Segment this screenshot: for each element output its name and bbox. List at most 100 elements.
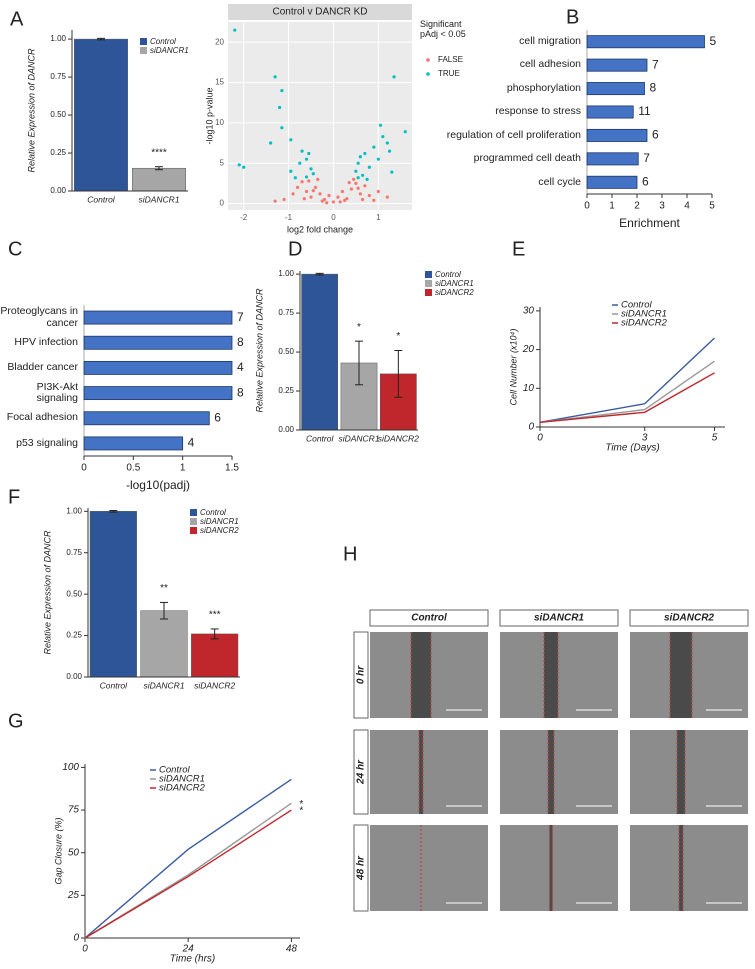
x-tick-label: 1 [180,463,186,474]
count-label: 8 [237,385,244,399]
count-label: 8 [237,335,244,349]
legend-label: siDANCR2 [621,318,668,329]
point [309,195,313,199]
category-label-box: cell migration [519,34,581,47]
point [322,197,327,202]
category-label: cell migration [519,34,581,47]
bar [83,310,233,325]
column-header-box [369,609,489,627]
y-axis-label: Cell Number (x10⁴) [508,329,518,406]
point [307,151,311,156]
count-label: 6 [652,128,659,142]
legend-swatch [190,527,197,534]
y-tick-label: 0.00 [50,186,66,195]
point [280,88,284,93]
x-tick-label: 3 [642,433,648,444]
point [237,163,241,167]
x-tick-label: 1 [376,213,381,222]
point [313,185,318,190]
point [403,130,407,134]
point [304,157,309,161]
bar [301,273,339,431]
point [280,126,284,130]
count-label: 8 [650,81,657,95]
x-tick-label: 0 [331,213,336,222]
y-tick-label: 1.00 [278,269,294,278]
x-tick-label: 0 [537,433,543,444]
title-strip [228,4,412,20]
micrograph [500,825,618,911]
column-header: siDANCR2 [664,613,714,624]
point [316,177,320,181]
micrograph [630,825,748,911]
category-label: Control [100,680,129,690]
bar [83,436,184,451]
count-label: 4 [237,360,244,374]
point [390,170,394,174]
point [309,167,313,171]
category-label: regulation of cell proliferation [446,128,581,141]
category-label-box: Focal adhesion [6,411,78,424]
point [298,161,302,165]
point [304,175,309,179]
error-bar [210,628,219,640]
legend-label: siDANCR1 [150,46,189,55]
significance-label: * [299,799,303,810]
category-label-box: phosphorylation [507,82,581,94]
y-tick-label: 0.75 [50,72,66,81]
category-label-box: Bladder cancer [7,361,78,373]
legend-swatch [426,72,430,76]
y-tick-label: 10 [523,383,535,394]
category-label: cell adhesion [519,58,581,71]
error-bar [160,601,168,620]
bar [586,58,648,72]
bar [586,128,648,142]
point [381,134,385,139]
point [300,149,304,153]
x-tick-label: 4 [684,201,690,212]
x-tick-label: 0.5 [126,463,140,474]
x-tick-label: 1.5 [225,463,239,474]
x-tick-label: 0 [584,201,590,212]
point [372,145,376,149]
wound-gap [677,730,685,814]
y-tick-label: 10 [215,118,224,127]
category-label: Focal adhesion [6,411,78,424]
category-label: PI3K-Akt signaling [36,380,78,405]
x-tick-label: 5 [712,433,718,444]
point [354,181,358,185]
category-label: siDANCR1 [338,433,379,443]
x-tick-label: -2 [240,213,248,222]
category-label: programmed cell death [473,152,581,165]
point [385,141,389,145]
legend-label: Control [200,508,226,517]
y-tick-label: 30 [523,306,535,317]
significance-label: * [396,331,400,342]
point [356,186,360,190]
point [340,189,345,194]
category-label: siDANCR2 [378,433,419,443]
x-tick-label: 1 [609,201,615,212]
bar [83,335,233,350]
point [269,141,273,145]
x-tick-label: 0 [81,463,87,474]
point [325,201,329,205]
bar [191,633,239,678]
point [311,172,315,176]
category-label-box: Proteoglycans in cancer [0,305,78,328]
legend-label: FALSE [438,55,463,64]
category-label: p53 signaling [16,436,78,449]
error-bar [394,350,403,398]
legend-swatch [426,58,430,62]
legend-swatch [425,289,432,296]
column-header: siDANCR1 [534,613,584,624]
y-tick-label: 0.50 [50,110,66,119]
point [273,199,277,203]
category-label-box: p53 signaling [16,436,78,449]
legend-label: siDANCR1 [621,309,667,320]
legend-label: siDANCR1 [435,279,474,288]
y-tick-label: 15 [215,78,224,87]
point [347,180,351,185]
series-line [84,802,292,939]
